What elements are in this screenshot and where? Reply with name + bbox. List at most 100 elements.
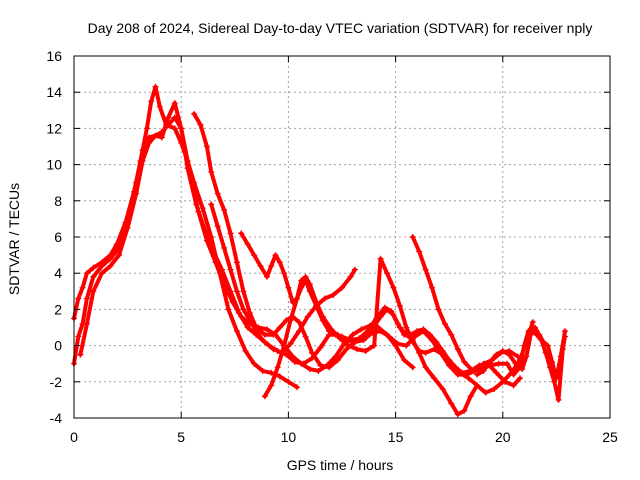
data-point bbox=[199, 205, 206, 212]
data-point bbox=[401, 357, 408, 364]
data-point bbox=[146, 139, 153, 146]
data-point bbox=[523, 353, 530, 360]
data-point bbox=[90, 288, 97, 295]
data-point bbox=[431, 346, 438, 353]
data-point bbox=[291, 358, 298, 365]
data-point bbox=[377, 328, 384, 335]
data-point bbox=[339, 284, 345, 291]
data-point bbox=[197, 121, 204, 128]
data-point bbox=[356, 335, 363, 342]
chart-title: Day 208 of 2024, Sidereal Day-to-day VTE… bbox=[88, 20, 593, 36]
data-point bbox=[171, 125, 178, 132]
grid-layer bbox=[74, 56, 610, 418]
data-point bbox=[304, 313, 311, 320]
data-point bbox=[184, 165, 191, 172]
data-point bbox=[266, 342, 273, 349]
data-point bbox=[214, 190, 221, 197]
data-point bbox=[416, 348, 423, 355]
data-point bbox=[521, 342, 528, 349]
data-point bbox=[551, 378, 558, 385]
data-point bbox=[516, 375, 523, 382]
data-point bbox=[244, 241, 251, 248]
data-point bbox=[345, 342, 352, 349]
data-point bbox=[240, 288, 247, 295]
data-point bbox=[409, 338, 416, 345]
data-point bbox=[276, 324, 283, 331]
series-line bbox=[72, 101, 415, 373]
data-point bbox=[441, 320, 448, 327]
data-point bbox=[208, 201, 215, 208]
data-point bbox=[298, 277, 305, 284]
data-point bbox=[499, 348, 506, 355]
data-point bbox=[330, 291, 337, 298]
data-point bbox=[317, 362, 324, 369]
data-point bbox=[454, 411, 461, 418]
data-point bbox=[429, 284, 436, 291]
data-point bbox=[493, 369, 500, 376]
data-point bbox=[276, 259, 283, 266]
data-point bbox=[439, 351, 446, 358]
data-point bbox=[227, 288, 234, 295]
data-point bbox=[371, 342, 378, 349]
data-point bbox=[321, 295, 328, 302]
data-point bbox=[416, 248, 423, 255]
data-point bbox=[148, 98, 155, 105]
data-point bbox=[281, 342, 288, 349]
data-point bbox=[358, 326, 365, 333]
data-point bbox=[334, 357, 341, 364]
data-point bbox=[506, 351, 513, 358]
data-point bbox=[152, 83, 159, 90]
data-point bbox=[474, 371, 481, 378]
data-point bbox=[287, 340, 294, 347]
data-point bbox=[261, 393, 268, 400]
data-point bbox=[268, 382, 275, 389]
data-point bbox=[251, 360, 258, 367]
data-point bbox=[308, 355, 315, 362]
data-point bbox=[242, 348, 249, 355]
data-point bbox=[349, 331, 356, 338]
data-point bbox=[553, 375, 560, 382]
data-point bbox=[233, 288, 240, 295]
data-point bbox=[246, 317, 253, 324]
data-point bbox=[394, 320, 401, 327]
data-point bbox=[531, 324, 538, 331]
series-layer bbox=[71, 83, 568, 418]
data-point bbox=[388, 308, 395, 315]
data-point bbox=[263, 326, 270, 333]
data-point bbox=[139, 157, 146, 164]
data-point bbox=[306, 281, 313, 288]
data-point bbox=[75, 295, 82, 302]
y-tick-label: -2 bbox=[50, 374, 63, 390]
y-tick-label: -4 bbox=[50, 410, 63, 426]
data-point bbox=[133, 190, 140, 197]
data-point bbox=[306, 366, 313, 373]
data-point bbox=[555, 396, 562, 403]
data-point bbox=[549, 358, 556, 365]
data-point bbox=[107, 262, 114, 269]
data-point bbox=[384, 270, 391, 277]
data-point bbox=[90, 273, 97, 280]
data-point bbox=[403, 342, 410, 349]
data-point bbox=[409, 234, 416, 240]
data-point bbox=[191, 110, 198, 117]
data-point bbox=[381, 304, 388, 311]
data-point bbox=[540, 338, 547, 345]
series-line bbox=[72, 84, 299, 390]
data-point bbox=[296, 319, 303, 326]
data-point bbox=[467, 393, 474, 400]
data-point bbox=[456, 369, 463, 376]
data-point bbox=[435, 306, 442, 313]
y-tick-label: 8 bbox=[54, 193, 62, 209]
x-tick-label: 25 bbox=[602, 429, 618, 445]
data-point bbox=[251, 252, 258, 259]
data-point bbox=[302, 333, 309, 340]
data-point bbox=[439, 386, 446, 393]
y-tick-label: 16 bbox=[46, 48, 62, 64]
data-point bbox=[146, 134, 153, 141]
data-point bbox=[293, 384, 300, 391]
data-point bbox=[233, 328, 240, 335]
data-point bbox=[257, 262, 264, 269]
data-point bbox=[386, 333, 393, 340]
data-point bbox=[285, 378, 292, 385]
